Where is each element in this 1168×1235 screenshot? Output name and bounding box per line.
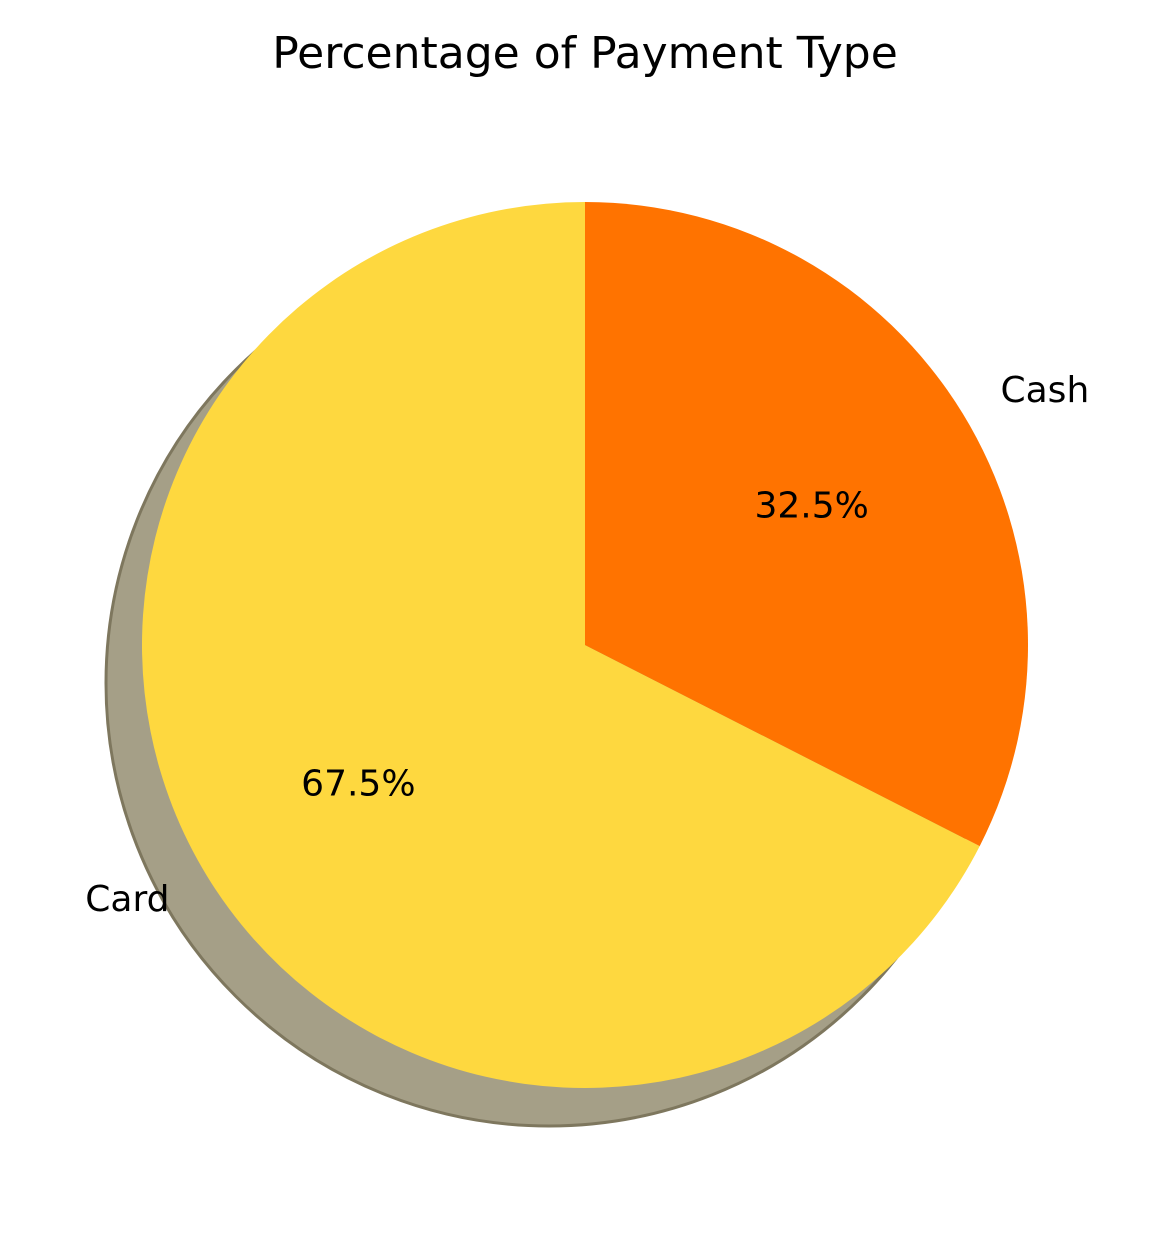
pie-slice-cash	[585, 202, 1028, 847]
pie-slice-card	[142, 202, 980, 1088]
slice-label-cash: Cash	[1000, 370, 1089, 411]
pct-label-cash: 32.5%	[754, 486, 868, 527]
chart-title: Percentage of Payment Type	[272, 28, 898, 79]
pie-labels: Card 67.5% Cash 32.5%	[85, 370, 1089, 920]
pie-slices	[142, 202, 1028, 1088]
slice-label-card: Card	[85, 879, 169, 920]
pct-label-card: 67.5%	[301, 763, 415, 804]
